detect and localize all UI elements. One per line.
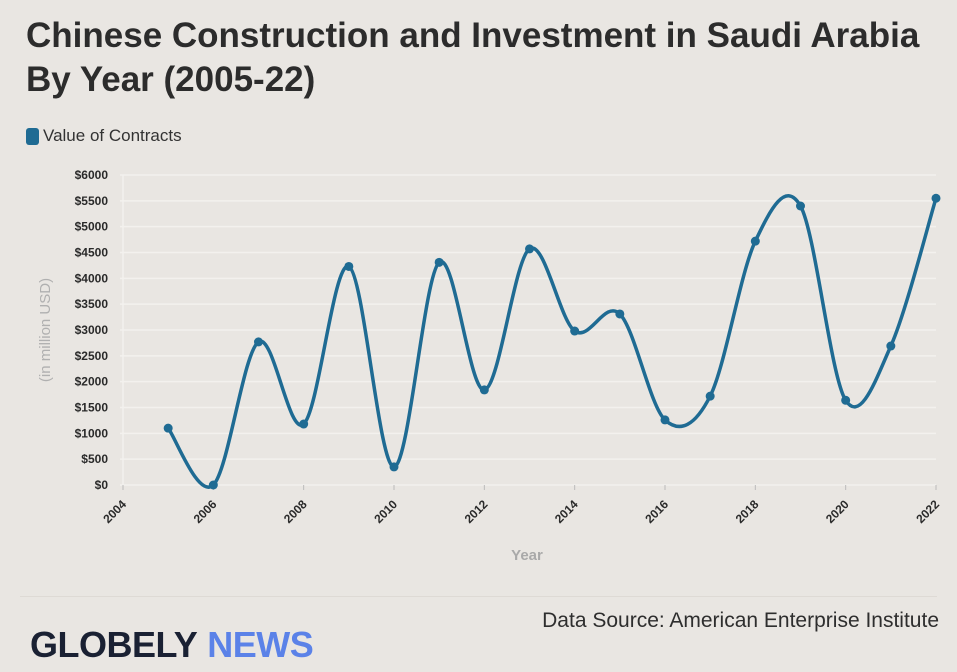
legend-label: Value of Contracts	[43, 126, 182, 145]
y-tick-label: $1000	[75, 426, 109, 440]
x-tick-label: 2004	[100, 497, 129, 526]
data-point	[389, 462, 399, 472]
data-point	[931, 193, 941, 203]
globely-news-logo: GLOBELY NEWS	[30, 624, 314, 666]
x-tick-label: 2012	[462, 497, 491, 526]
x-tick-label: 2006	[191, 497, 220, 526]
legend-swatch	[26, 127, 39, 145]
data-source: Data Source: American Enterprise Institu…	[542, 609, 939, 632]
x-tick-label: 2008	[281, 497, 310, 526]
y-tick-label: $4500	[75, 246, 109, 260]
y-tick-label: $5000	[75, 220, 109, 234]
x-tick-label: 2014	[552, 497, 581, 526]
data-point	[570, 326, 580, 336]
line-chart: $0 $500 $1000 $1500 $2000 $2500 $3000 $3500 $400…	[37, 168, 942, 564]
data-point	[525, 244, 534, 254]
logo-part1: GLOBELY	[30, 624, 198, 665]
y-tick-label: $3500	[75, 297, 109, 311]
x-tick-label: 2010	[371, 497, 400, 526]
x-tick-label: 2018	[733, 497, 762, 526]
y-tick-label: $0	[95, 478, 109, 492]
y-tick-label: $3000	[75, 323, 109, 337]
data-point	[479, 385, 489, 395]
data-point	[615, 309, 625, 319]
y-tick-label: $2000	[75, 375, 109, 389]
legend: Value of Contracts	[26, 126, 182, 146]
y-tick-label: $500	[81, 452, 108, 466]
data-point	[796, 201, 805, 211]
chart-title: Chinese Construction and Investment in S…	[26, 16, 920, 99]
y-tick-label: $2500	[75, 349, 109, 363]
y-tick-label: $4000	[75, 271, 109, 285]
logo-part2: NEWS	[207, 624, 314, 665]
y-tick-label: $1500	[75, 401, 109, 415]
divider	[20, 596, 937, 597]
x-tick-label: 2020	[823, 497, 852, 526]
data-point	[208, 480, 218, 490]
y-tick-label: $6000	[75, 168, 109, 182]
y-axis-label: (in million USD)	[37, 278, 54, 382]
data-point	[299, 419, 309, 429]
data-point	[705, 391, 715, 401]
data-point	[254, 337, 263, 347]
x-tick-label: 2022	[913, 497, 942, 526]
x-axis-label: Year	[511, 547, 543, 564]
data-point	[750, 236, 760, 246]
data-point	[434, 257, 444, 267]
data-point	[660, 415, 670, 425]
data-point	[886, 341, 896, 351]
data-point	[163, 423, 173, 433]
y-tick-label: $5500	[75, 194, 109, 208]
x-tick-label: 2016	[642, 497, 671, 526]
data-point	[841, 395, 851, 405]
series-line	[166, 194, 938, 489]
data-point	[344, 261, 354, 271]
